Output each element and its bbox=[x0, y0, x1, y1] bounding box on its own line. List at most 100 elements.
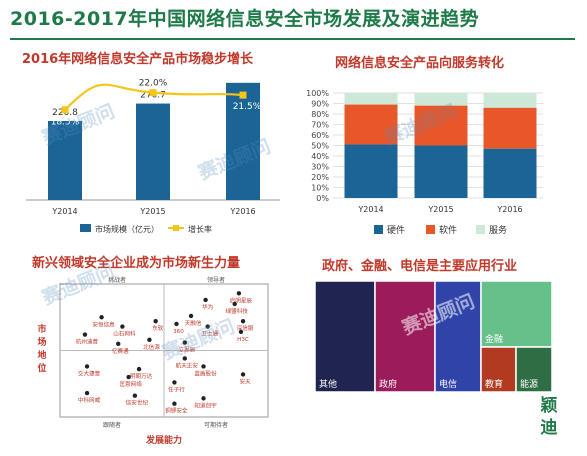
point-label: 杭州迪普 bbox=[76, 338, 99, 346]
point-label: 安恒信息 bbox=[92, 320, 115, 328]
point-label: 启明星辰 bbox=[230, 296, 253, 304]
stacked-bar-segment bbox=[483, 148, 537, 198]
page-title: 2016-2017年中国网络信息安全市场发展及演进趋势 bbox=[10, 8, 480, 30]
y-axis-label: 位 bbox=[37, 362, 46, 374]
treemap-cell bbox=[515, 346, 552, 392]
scatter-point bbox=[84, 390, 90, 396]
scatter-point bbox=[136, 366, 142, 372]
point-label: 任子行 bbox=[168, 385, 185, 393]
market-size-chart: 226.8Y2014276.7Y2015336.2Y201618.5%22.0%… bbox=[26, 78, 280, 234]
legend-swatch bbox=[426, 225, 435, 234]
scatter-point bbox=[84, 364, 90, 369]
scatter-point bbox=[172, 380, 177, 385]
y-tick-label: 70% bbox=[311, 121, 329, 130]
stacked-bar-segment bbox=[483, 93, 537, 108]
treemap-cell-label: 教育 bbox=[485, 378, 503, 390]
logo-line: 颖 bbox=[540, 396, 558, 416]
chart3-title: 新兴领域安全企业成为市场新生力量 bbox=[32, 256, 241, 271]
y-tick-label: 20% bbox=[311, 173, 329, 182]
chart1-title: 2016年网络信息安全产品市场稳步增长 bbox=[22, 52, 254, 67]
x-tick-label: Y2015 bbox=[427, 205, 453, 214]
y-tick-label: 50% bbox=[311, 142, 329, 151]
point-label: 匡恩网络 bbox=[119, 380, 142, 388]
x-tick-label: Y2016 bbox=[496, 205, 522, 214]
point-label: 明朝万达 bbox=[130, 372, 153, 380]
y-axis-label: 场 bbox=[37, 336, 46, 348]
point-label: 铜锣安全 bbox=[165, 407, 188, 415]
scatter-point bbox=[238, 329, 244, 335]
point-label: H3C bbox=[237, 337, 249, 343]
scatter-point bbox=[203, 297, 208, 303]
quadrant-label: 跟随者 bbox=[103, 421, 121, 429]
legend-swatch bbox=[173, 225, 179, 231]
scatter-point bbox=[201, 396, 206, 401]
legend-label: 软件 bbox=[439, 224, 457, 236]
stacked-bar-segment bbox=[414, 145, 468, 198]
bar bbox=[136, 103, 170, 200]
scatter-point bbox=[172, 401, 177, 406]
scatter-point bbox=[240, 372, 246, 377]
scatter-point bbox=[116, 341, 121, 347]
scatter-point bbox=[147, 337, 152, 343]
treemap-cell-label: 政府 bbox=[379, 378, 397, 390]
point-label: 深信服 bbox=[237, 324, 254, 332]
logo-line: 迪 bbox=[540, 418, 558, 438]
y-tick-label: 100% bbox=[306, 89, 329, 98]
point-label: 中科网威 bbox=[78, 396, 101, 404]
point-label: 山石网科 bbox=[113, 330, 136, 338]
y-tick-label: 60% bbox=[311, 131, 329, 140]
x-tick-label: Y2016 bbox=[229, 207, 255, 216]
stacked-bar-segment bbox=[483, 107, 537, 149]
scatter-point bbox=[232, 301, 237, 307]
point-label: 信安世纪 bbox=[126, 399, 149, 407]
point-label: 北信源 bbox=[143, 343, 160, 351]
point-label: 华为 bbox=[202, 303, 214, 311]
stacked-bar-segment bbox=[414, 93, 468, 106]
point-label: 360 bbox=[173, 329, 184, 335]
quadrant-label: 领导者 bbox=[207, 276, 225, 284]
scatter-point bbox=[236, 291, 242, 296]
growth-point bbox=[149, 89, 157, 97]
quadrant-label: 挑战者 bbox=[108, 276, 126, 284]
legend-swatch bbox=[374, 225, 383, 234]
y-tick-label: 40% bbox=[311, 152, 329, 161]
scatter-point bbox=[132, 393, 138, 398]
legend-label: 市场规模（亿元） bbox=[95, 224, 159, 234]
quadrant-label: 可期待者 bbox=[204, 421, 228, 429]
stacked-bar-segment bbox=[344, 144, 398, 198]
treemap-cell bbox=[374, 281, 436, 392]
product-service-chart: 0%10% 20%30% 40%50% 60%70% 80%90% 100% Y2014 Y2… bbox=[306, 89, 543, 236]
treemap-cell bbox=[315, 281, 376, 392]
stacked-bar-segment bbox=[414, 105, 468, 146]
point-label: 卫士通 bbox=[201, 330, 218, 338]
growth-value-label: 22.0% bbox=[139, 79, 168, 89]
scatter-point bbox=[205, 324, 210, 329]
logo-icon: 颖 迪 bbox=[523, 395, 575, 443]
scatter-point bbox=[174, 321, 179, 327]
x-tick-label: Y2015 bbox=[139, 207, 165, 216]
chart4-title: 政府、金融、电信是主要应用行业 bbox=[322, 259, 518, 274]
point-label: 东软 bbox=[152, 324, 164, 332]
x-tick-label: Y2014 bbox=[357, 205, 383, 214]
bar-value-label: 336.2 bbox=[230, 78, 256, 80]
y-tick-label: 30% bbox=[311, 163, 329, 172]
y-axis-label: 地 bbox=[37, 349, 46, 361]
scatter-point bbox=[182, 356, 187, 361]
point-label: 天融信 bbox=[185, 319, 202, 327]
scatter-point bbox=[82, 332, 88, 337]
point-label: 安天 bbox=[239, 377, 251, 385]
growth-value-label: 18.5% bbox=[51, 118, 80, 128]
scatter-point bbox=[99, 315, 104, 320]
growth-point bbox=[239, 91, 247, 99]
point-label: 交大捷普 bbox=[78, 369, 101, 377]
legend-label: 增长率 bbox=[188, 224, 212, 234]
y-tick-label: 10% bbox=[311, 184, 329, 193]
growth-value-label: 21.5% bbox=[233, 102, 262, 112]
y-axis-label: 市 bbox=[37, 323, 46, 335]
scatter-point bbox=[153, 319, 158, 324]
point-label: 绿盟科技 bbox=[226, 307, 249, 315]
x-axis-label: 发展能力 bbox=[145, 434, 182, 444]
x-tick-label: Y2014 bbox=[51, 207, 77, 216]
